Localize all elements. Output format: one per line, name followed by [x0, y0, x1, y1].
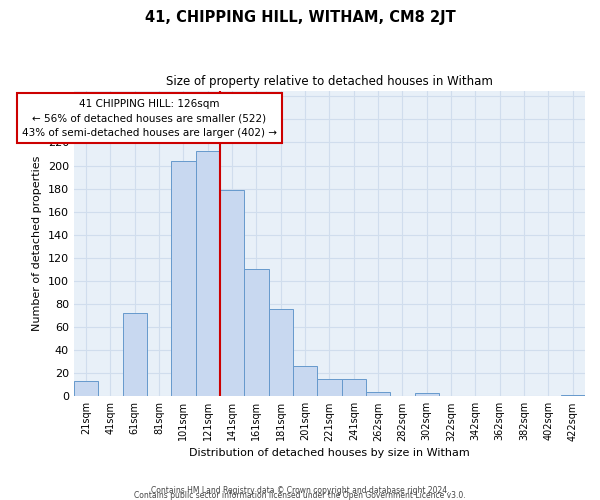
Bar [269, 308, 293, 396]
Bar [171, 161, 196, 396]
Title: Size of property relative to detached houses in Witham: Size of property relative to detached ho… [166, 75, 493, 88]
Bar [220, 190, 244, 396]
Text: 41 CHIPPING HILL: 126sqm
← 56% of detached houses are smaller (522)
43% of semi-: 41 CHIPPING HILL: 126sqm ← 56% of detach… [22, 98, 277, 138]
Bar [415, 393, 439, 396]
Bar [317, 379, 341, 396]
Bar [122, 313, 147, 396]
Bar [293, 366, 317, 396]
Y-axis label: Number of detached properties: Number of detached properties [32, 156, 42, 331]
Bar [560, 395, 585, 396]
Bar [74, 382, 98, 396]
Bar [196, 150, 220, 396]
Bar [366, 392, 390, 396]
X-axis label: Distribution of detached houses by size in Witham: Distribution of detached houses by size … [189, 448, 470, 458]
Bar [244, 270, 269, 396]
Text: Contains public sector information licensed under the Open Government Licence v3: Contains public sector information licen… [134, 491, 466, 500]
Bar [341, 379, 366, 396]
Text: 41, CHIPPING HILL, WITHAM, CM8 2JT: 41, CHIPPING HILL, WITHAM, CM8 2JT [145, 10, 455, 25]
Text: Contains HM Land Registry data © Crown copyright and database right 2024.: Contains HM Land Registry data © Crown c… [151, 486, 449, 495]
